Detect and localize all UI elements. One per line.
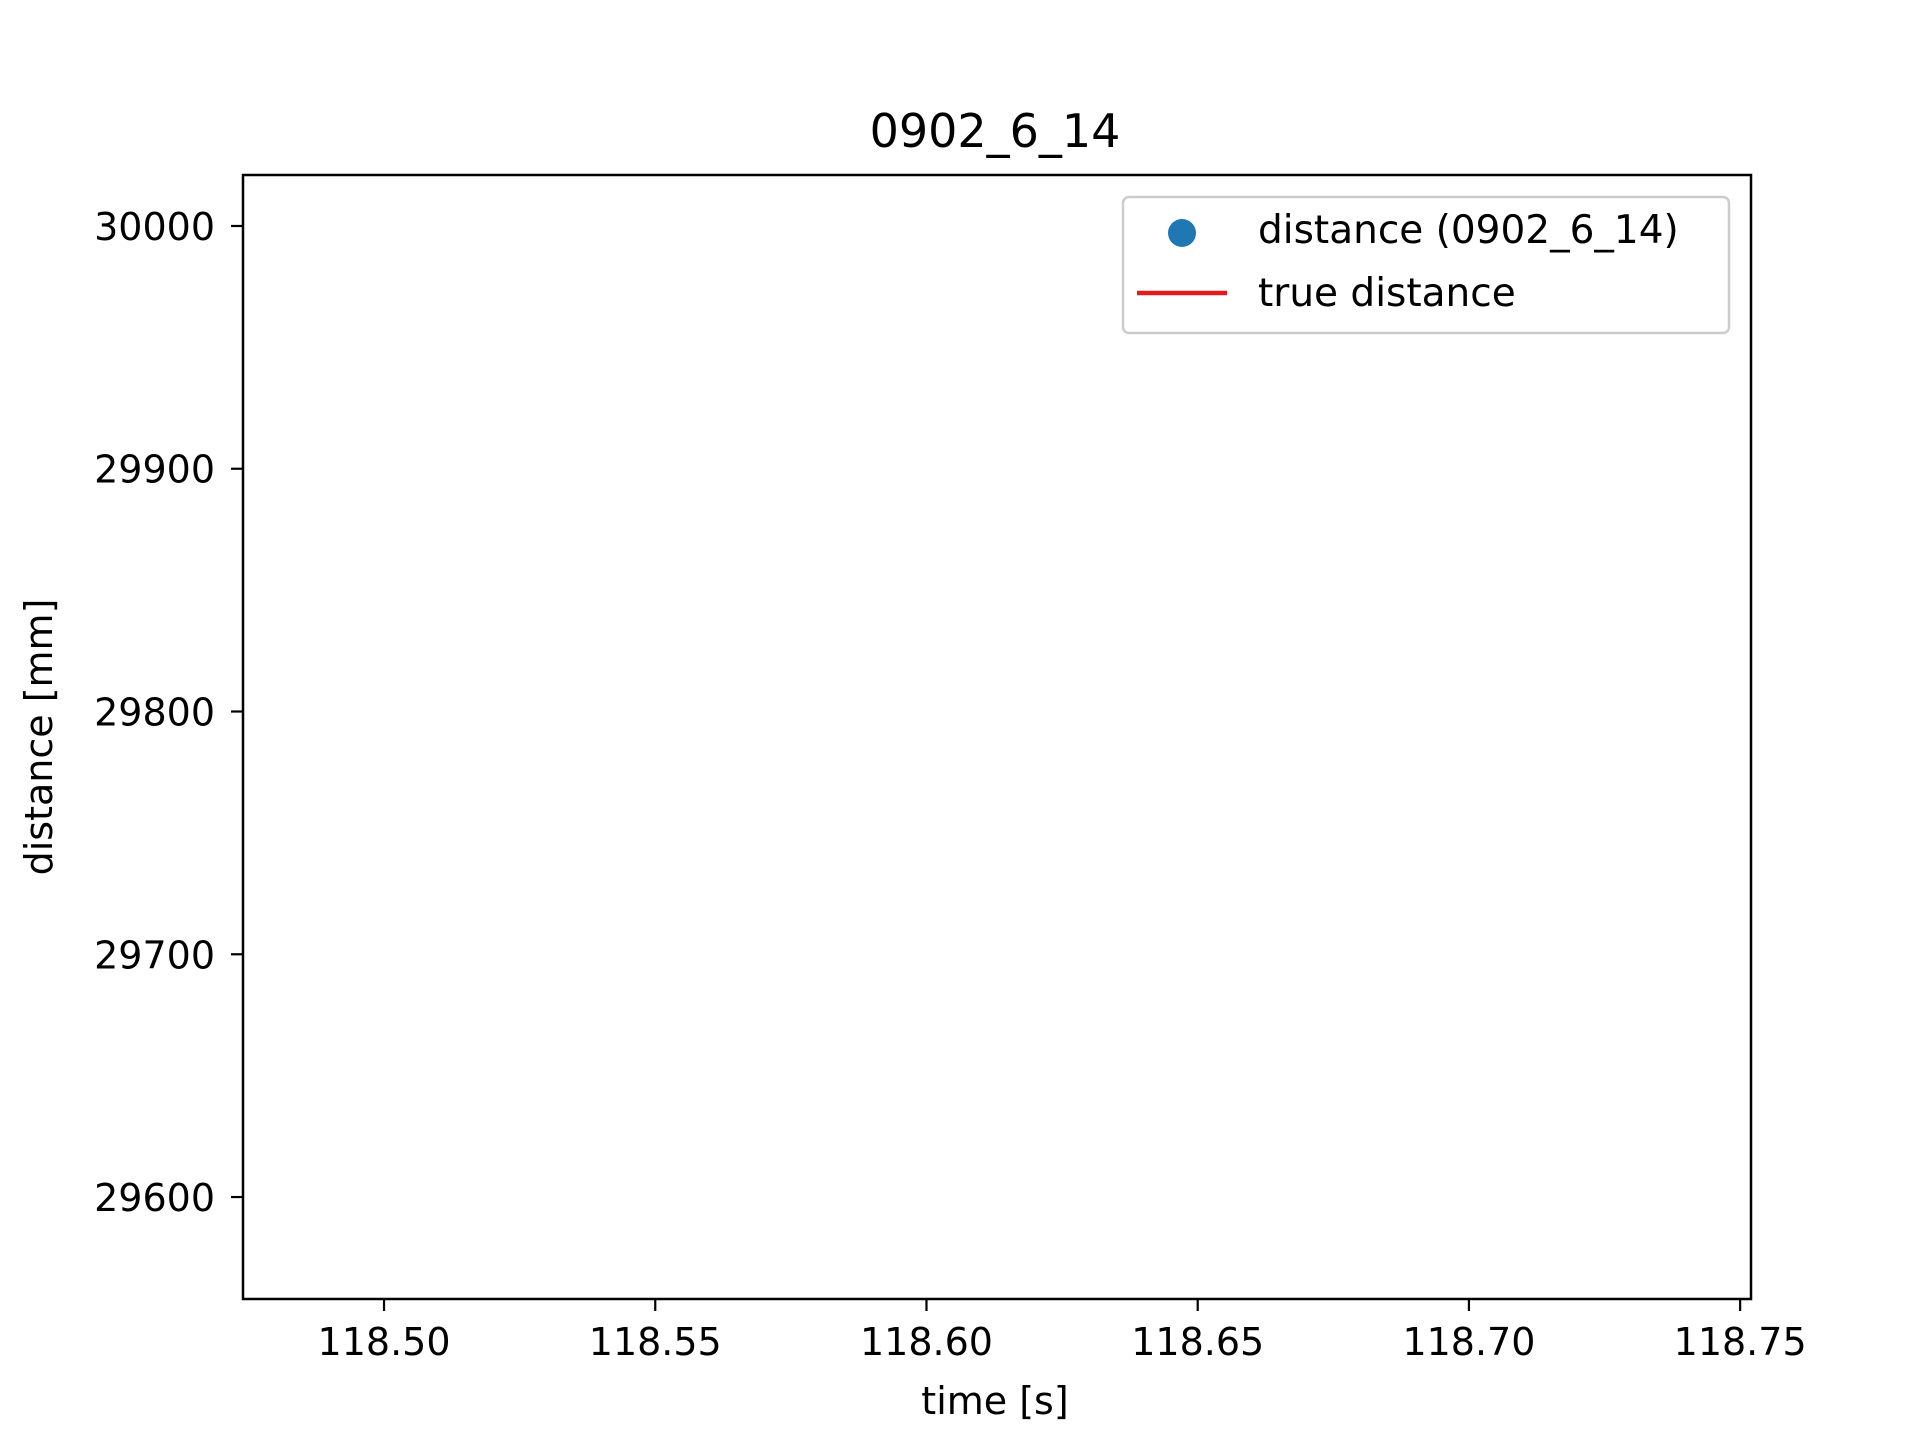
legend-box xyxy=(1121,195,1731,335)
y-axis-ticks: 29600 29700 29800 29900 30000 xyxy=(94,205,243,1220)
legend-label-true-distance: true distance xyxy=(1258,271,1516,316)
x-tick-label: 118.60 xyxy=(860,1320,993,1364)
x-axis-label: time [s] xyxy=(921,1379,1068,1423)
x-tick-label: 118.65 xyxy=(1131,1320,1264,1364)
y-axis-label: distance [mm] xyxy=(17,599,61,876)
y-tick-label: 29700 xyxy=(94,933,215,977)
legend-scatter-marker xyxy=(1168,219,1196,247)
x-tick-label: 118.50 xyxy=(318,1320,451,1364)
legend-label-distance: distance (0902_6_14) xyxy=(1258,208,1679,253)
x-tick-label: 118.70 xyxy=(1402,1320,1535,1364)
y-tick-label: 29900 xyxy=(94,448,215,492)
chart-title: 0902_6_14 xyxy=(870,104,1121,158)
legend: distance (0902_6_14) true distance xyxy=(1121,195,1731,335)
x-tick-label: 118.75 xyxy=(1674,1320,1807,1364)
y-tick-label: 29600 xyxy=(94,1176,215,1220)
x-tick-label: 118.55 xyxy=(589,1320,722,1364)
x-axis-ticks: 118.50 118.55 118.60 118.65 118.70 118.75 xyxy=(318,1299,1807,1364)
y-tick-label: 30000 xyxy=(94,205,215,249)
y-tick-label: 29800 xyxy=(94,691,215,735)
plot-area-frame xyxy=(241,173,1753,1301)
